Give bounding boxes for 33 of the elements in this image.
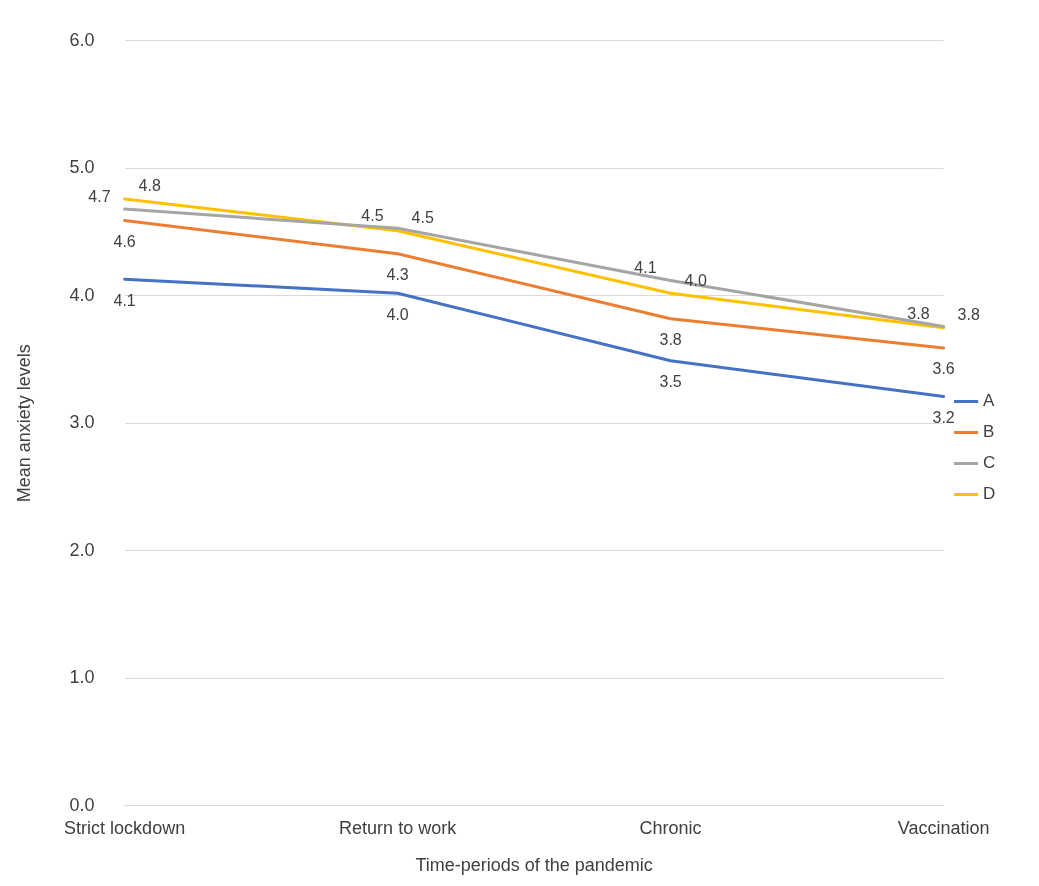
data-label: 4.5: [411, 209, 434, 227]
data-label: 4.8: [138, 177, 161, 195]
data-label: 4.1: [634, 258, 657, 276]
data-label: 3.8: [957, 306, 980, 324]
legend-label: A: [983, 391, 1018, 411]
x-axis-title: Time-periods of the pandemic: [415, 855, 653, 876]
data-label: 3.2: [932, 408, 955, 426]
data-label: 4.7: [88, 187, 111, 205]
data-label: 3.8: [659, 331, 682, 349]
y-tick-label: 2.0: [69, 539, 95, 560]
data-label: 3.6: [932, 360, 955, 378]
data-label: 4.5: [361, 206, 384, 224]
data-label: 4.6: [113, 232, 136, 250]
x-tick-label: Strict lockdown: [64, 817, 186, 838]
x-tick-label: Vaccination: [897, 817, 990, 838]
x-tick-label: Chronic: [639, 817, 702, 838]
legend-label: C: [983, 453, 1020, 473]
y-tick-label: 5.0: [69, 157, 95, 178]
y-tick-label: 0.0: [69, 794, 95, 815]
data-label: 4.1: [113, 291, 136, 309]
x-tick-label: Return to work: [339, 817, 458, 838]
data-label: 4.0: [684, 271, 707, 289]
data-label: 3.5: [659, 373, 682, 391]
data-label: 4.3: [386, 266, 409, 284]
data-label: 3.8: [907, 304, 930, 322]
y-axis-title: Mean anxiety levels: [13, 344, 34, 503]
y-tick-label: 4.0: [69, 284, 95, 305]
y-tick-label: 3.0: [69, 412, 95, 433]
y-tick-label: 6.0: [69, 29, 95, 50]
legend-label: D: [983, 484, 1020, 504]
y-tick-label: 1.0: [69, 667, 95, 688]
legend-label: B: [983, 422, 1019, 442]
data-label: 4.0: [386, 305, 409, 323]
